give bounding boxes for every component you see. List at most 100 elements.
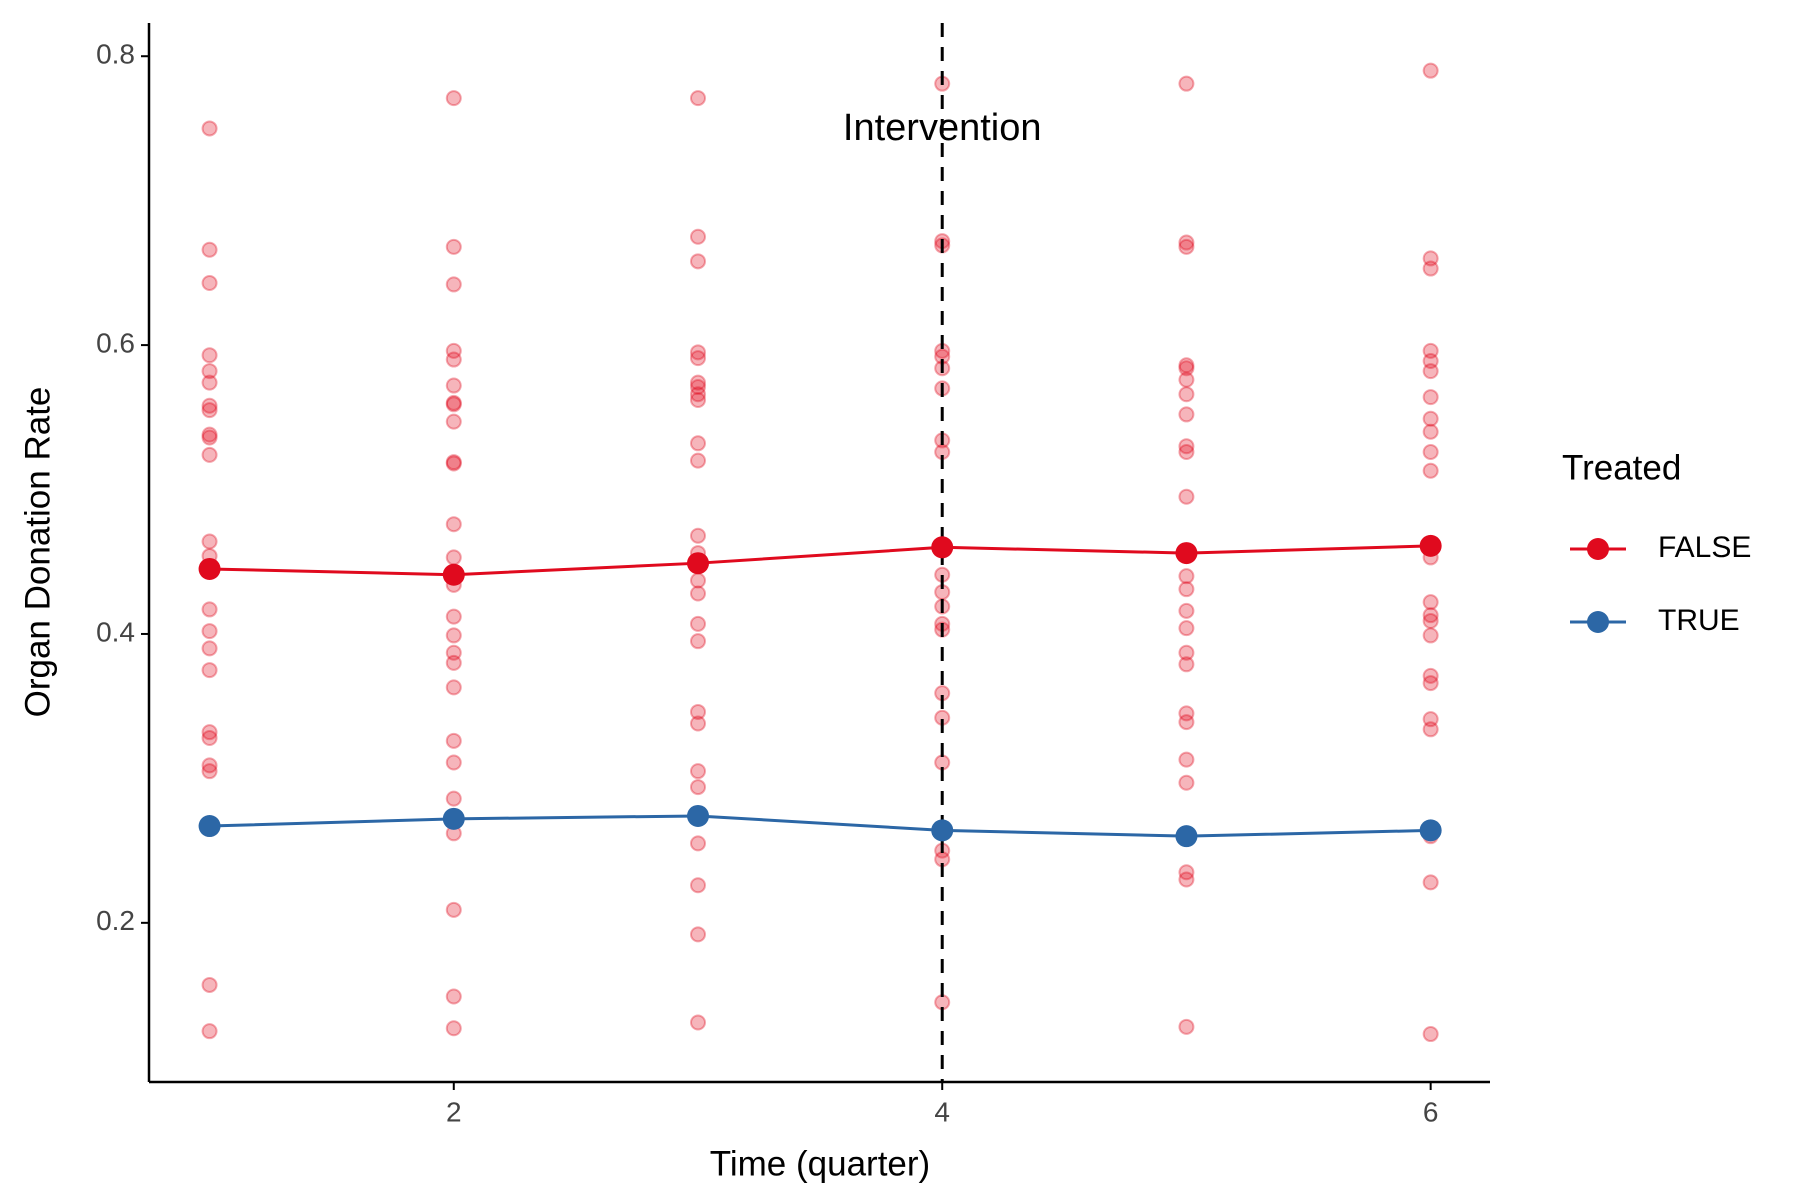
data-point [445,1020,462,1037]
data-point [690,779,707,796]
data-point [445,644,462,661]
data-point [690,378,707,395]
data-point [690,703,707,720]
data-point [690,350,707,367]
data-point [1178,774,1195,791]
series-point [198,557,221,580]
data-point [1422,260,1439,277]
data-point [445,549,462,566]
y-axis-title: Organ Donation Rate [18,387,57,718]
data-point [690,90,707,107]
data-point [445,988,462,1005]
series-point [1175,825,1198,848]
data-point [1422,423,1439,440]
data-point [690,926,707,943]
data-point [1178,488,1195,505]
data-point [690,452,707,469]
data-point [690,585,707,602]
data-point [201,429,218,446]
data-point [445,377,462,394]
data-point [201,402,218,419]
data-point [1178,386,1195,403]
x-tick-label: 4 [934,1096,950,1127]
series-point [931,819,954,842]
data-point [445,455,462,472]
data-point [201,1023,218,1040]
annotation: Intervention [843,107,1042,149]
data-point [1422,462,1439,479]
series-point [1419,819,1442,842]
data-point [1422,342,1439,359]
data-point [1178,871,1195,888]
data-point [201,763,218,780]
data-point [690,633,707,650]
x-tick-label: 2 [446,1096,462,1127]
data-point [445,238,462,255]
data-point [1422,352,1439,369]
data-point [445,627,462,644]
data-point [690,572,707,589]
data-point [1178,568,1195,585]
data-point [1178,357,1195,374]
data-point [1178,620,1195,637]
legend-key-dot [1587,538,1609,560]
data-point [1178,75,1195,92]
series-point [1419,534,1442,557]
data-point [690,877,707,894]
series-point [198,815,221,838]
data-point [690,374,707,391]
data-point [445,342,462,359]
series-point [1175,542,1198,565]
data-point [445,454,462,471]
data-point [201,241,218,258]
data-point [445,516,462,533]
legend-label: FALSE [1658,531,1751,564]
data-point [1422,627,1439,644]
data-point [1422,721,1439,738]
x-axis-title: Time (quarter) [710,1144,930,1183]
data-point [1422,389,1439,406]
data-point [201,601,218,618]
data-point [201,623,218,640]
data-point [1178,864,1195,881]
data-point [1178,581,1195,598]
data-point [1178,238,1195,255]
data-point [1422,594,1439,611]
data-point [1422,675,1439,692]
data-point [1178,438,1195,455]
data-point [445,790,462,807]
data-point [445,394,462,411]
data-point [445,901,462,918]
data-point [201,374,218,391]
data-point [690,1014,707,1031]
data-point [445,732,462,749]
data-point [201,729,218,746]
series-point [442,807,465,830]
data-point [1178,714,1195,731]
data-point [1422,607,1439,624]
data-point [201,724,218,741]
data-point [201,426,218,443]
data-point [1422,443,1439,460]
data-point [1178,656,1195,673]
x-tick-label: 6 [1423,1096,1439,1127]
data-point [1178,234,1195,251]
data-point [690,527,707,544]
data-point [1178,751,1195,768]
data-point [201,662,218,679]
data-point [1178,371,1195,388]
data-point [1422,250,1439,267]
data-point [1422,1026,1439,1043]
series-point [687,552,710,575]
data-point [690,835,707,852]
y-tick-label: 0.6 [96,327,135,358]
data-point [1422,874,1439,891]
data-point [201,446,218,463]
data-point [1422,667,1439,684]
legend-label: TRUE [1658,604,1740,637]
data-point [690,715,707,732]
data-point [201,976,218,993]
data-point [1178,1018,1195,1035]
data-point [690,344,707,361]
